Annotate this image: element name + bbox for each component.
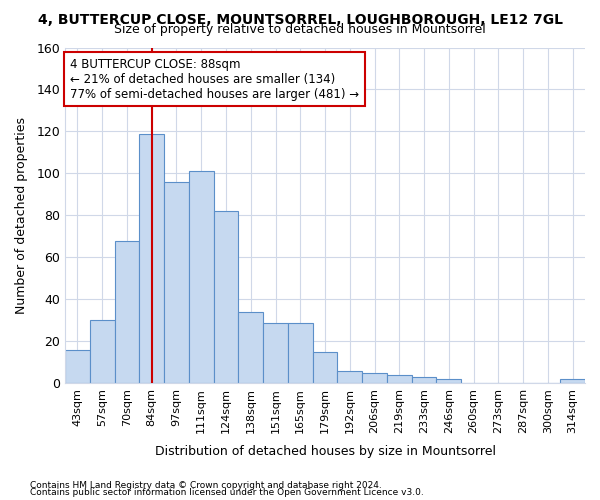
Bar [238, 312, 263, 384]
Bar [313, 352, 337, 384]
Bar [387, 375, 412, 384]
Bar [139, 134, 164, 384]
Bar [337, 371, 362, 384]
Text: Size of property relative to detached houses in Mountsorrel: Size of property relative to detached ho… [114, 22, 486, 36]
Bar [436, 379, 461, 384]
Y-axis label: Number of detached properties: Number of detached properties [15, 117, 28, 314]
Bar [362, 373, 387, 384]
Bar [164, 182, 189, 384]
Bar [412, 377, 436, 384]
X-axis label: Distribution of detached houses by size in Mountsorrel: Distribution of detached houses by size … [155, 444, 496, 458]
Text: 4 BUTTERCUP CLOSE: 88sqm
← 21% of detached houses are smaller (134)
77% of semi-: 4 BUTTERCUP CLOSE: 88sqm ← 21% of detach… [70, 58, 359, 100]
Text: Contains public sector information licensed under the Open Government Licence v3: Contains public sector information licen… [30, 488, 424, 497]
Bar [214, 212, 238, 384]
Bar [560, 379, 585, 384]
Text: 4, BUTTERCUP CLOSE, MOUNTSORREL, LOUGHBOROUGH, LE12 7GL: 4, BUTTERCUP CLOSE, MOUNTSORREL, LOUGHBO… [37, 12, 563, 26]
Bar [90, 320, 115, 384]
Bar [65, 350, 90, 384]
Bar [288, 322, 313, 384]
Text: Contains HM Land Registry data © Crown copyright and database right 2024.: Contains HM Land Registry data © Crown c… [30, 480, 382, 490]
Bar [189, 172, 214, 384]
Bar [263, 322, 288, 384]
Bar [115, 240, 139, 384]
